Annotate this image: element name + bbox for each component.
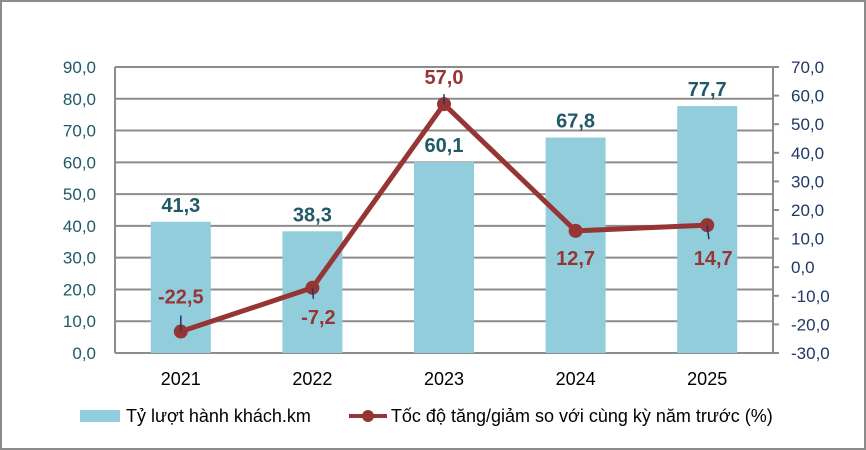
- leader-line: [706, 225, 710, 240]
- y-right-tick-label: 40,0: [791, 144, 824, 163]
- bar: [414, 162, 474, 353]
- y-left-tick-label: 0,0: [72, 344, 96, 363]
- x-tick-label: 2022: [292, 369, 332, 389]
- y-left-tick-label: 10,0: [63, 312, 96, 331]
- line-data-label: -7,2: [301, 307, 335, 329]
- y-left-tick-label: 90,0: [63, 58, 96, 77]
- y-left-tick-label: 20,0: [63, 280, 96, 299]
- y-right-tick-label: 70,0: [791, 58, 824, 77]
- y-right-tick-label: 30,0: [791, 172, 824, 191]
- y-left-tick-label: 80,0: [63, 90, 96, 109]
- line-data-label: -22,5: [158, 287, 204, 309]
- y-left-tick-label: 40,0: [63, 217, 96, 236]
- bar-data-label: 77,7: [688, 79, 727, 101]
- legend-item-bar: Tỷ lượt hành khách.km: [80, 406, 311, 427]
- y-left-tick-label: 60,0: [63, 153, 96, 172]
- legend-bar-label: Tỷ lượt hành khách.km: [126, 405, 311, 426]
- y-left-tick-label: 30,0: [63, 249, 96, 268]
- y-right-tick-label: -20,0: [791, 315, 830, 334]
- y-right-tick-label: 50,0: [791, 115, 824, 134]
- line-data-label: 12,7: [556, 248, 595, 270]
- line-marker: [568, 223, 583, 238]
- y-right-tick-label: -30,0: [791, 344, 830, 363]
- bar: [545, 137, 606, 353]
- y-right-tick-label: 10,0: [791, 230, 824, 249]
- x-tick-label: 2023: [424, 369, 464, 389]
- x-tick-label: 2024: [556, 369, 596, 389]
- legend-line-label: Tốc độ tăng/giảm so với cùng kỳ năm trướ…: [390, 405, 773, 426]
- bar-data-label: 60,1: [425, 135, 464, 157]
- legend-item-line: Tốc độ tăng/giảm so với cùng kỳ năm trướ…: [348, 405, 773, 427]
- y-right-tick-label: 60,0: [791, 87, 824, 106]
- y-right-tick-label: 0,0: [791, 258, 815, 277]
- legend: Tỷ lượt hành khách.km Tốc độ tăng/giảm s…: [80, 403, 811, 429]
- bar-data-label: 67,8: [556, 111, 595, 133]
- y-right-tick-label: 20,0: [791, 201, 824, 220]
- y-left-tick-label: 70,0: [63, 122, 96, 141]
- bar-data-label: 41,3: [161, 195, 200, 217]
- bar-data-label: 38,3: [293, 204, 332, 226]
- line-data-label: 14,7: [694, 248, 733, 270]
- leader-line: [311, 287, 315, 299]
- y-right-tick-label: -10,0: [791, 287, 830, 306]
- line-data-label: 57,0: [425, 67, 464, 89]
- y-left-tick-label: 50,0: [63, 185, 96, 204]
- bar-swatch-icon: [80, 410, 120, 422]
- x-tick-label: 2025: [687, 369, 727, 389]
- line-marker-swatch-icon: [348, 410, 387, 422]
- x-tick-label: 2021: [161, 369, 201, 389]
